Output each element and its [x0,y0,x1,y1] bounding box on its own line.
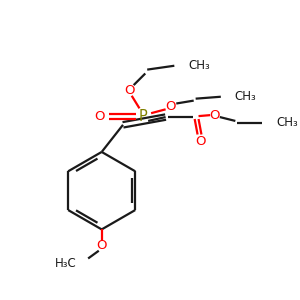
Text: O: O [165,100,176,113]
Text: O: O [195,135,206,148]
Text: O: O [94,110,105,123]
Text: P: P [139,109,148,124]
Text: O: O [124,84,135,98]
Text: CH₃: CH₃ [188,59,210,72]
Text: CH₃: CH₃ [276,116,298,129]
Text: CH₃: CH₃ [234,90,256,103]
Text: O: O [209,109,219,122]
Text: H₃C: H₃C [55,257,76,270]
Text: O: O [96,239,107,252]
